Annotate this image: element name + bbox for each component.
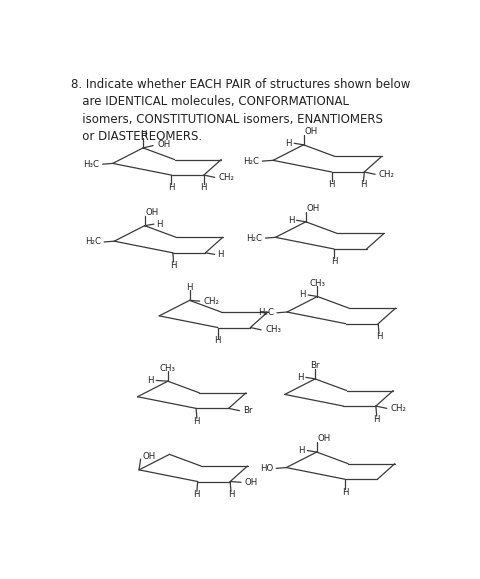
Text: Br: Br — [243, 406, 253, 415]
Text: OH: OH — [304, 127, 318, 136]
Text: CH₃: CH₃ — [160, 364, 176, 373]
Text: CH₂: CH₂ — [391, 404, 407, 413]
Text: H₂C: H₂C — [258, 308, 274, 317]
Text: H: H — [217, 250, 224, 259]
Text: H: H — [300, 291, 306, 299]
Text: H: H — [373, 415, 380, 424]
Text: H: H — [288, 216, 294, 225]
Text: H: H — [286, 139, 292, 148]
Text: Br: Br — [311, 361, 320, 371]
Text: H: H — [328, 180, 335, 189]
Text: H: H — [299, 446, 305, 455]
Text: H: H — [186, 283, 193, 292]
Text: H₃C: H₃C — [84, 160, 99, 168]
Text: H: H — [140, 130, 146, 140]
Text: H: H — [168, 183, 175, 192]
Text: H: H — [360, 180, 367, 189]
Text: H: H — [193, 417, 200, 426]
Text: OH: OH — [158, 140, 171, 149]
Text: OH: OH — [245, 478, 258, 487]
Text: H: H — [193, 490, 200, 499]
Text: OH: OH — [145, 208, 159, 217]
Text: OH: OH — [307, 204, 320, 213]
Text: CH₃: CH₃ — [310, 279, 325, 288]
Text: H: H — [376, 332, 382, 341]
Text: H: H — [201, 183, 207, 192]
Text: CH₂: CH₂ — [204, 296, 219, 306]
Text: HO: HO — [260, 464, 273, 473]
Text: H₂C: H₂C — [243, 156, 259, 166]
Text: H₂C: H₂C — [246, 233, 262, 243]
Text: CH₂: CH₂ — [218, 173, 235, 182]
Text: H: H — [215, 336, 221, 345]
Text: OH: OH — [317, 434, 331, 444]
Text: H: H — [297, 373, 303, 382]
Text: OH: OH — [142, 452, 156, 460]
Text: CH₂: CH₂ — [379, 170, 395, 179]
Text: H: H — [342, 488, 348, 497]
Text: H: H — [331, 257, 337, 266]
Text: H: H — [228, 490, 235, 499]
Text: H: H — [147, 376, 153, 385]
Text: H: H — [170, 261, 177, 270]
Text: CH₃: CH₃ — [265, 325, 281, 334]
Text: H₂C: H₂C — [85, 237, 101, 247]
Text: 8. Indicate whether EACH PAIR of structures shown below
   are IDENTICAL molecul: 8. Indicate whether EACH PAIR of structu… — [71, 78, 410, 144]
Text: H: H — [156, 219, 163, 229]
